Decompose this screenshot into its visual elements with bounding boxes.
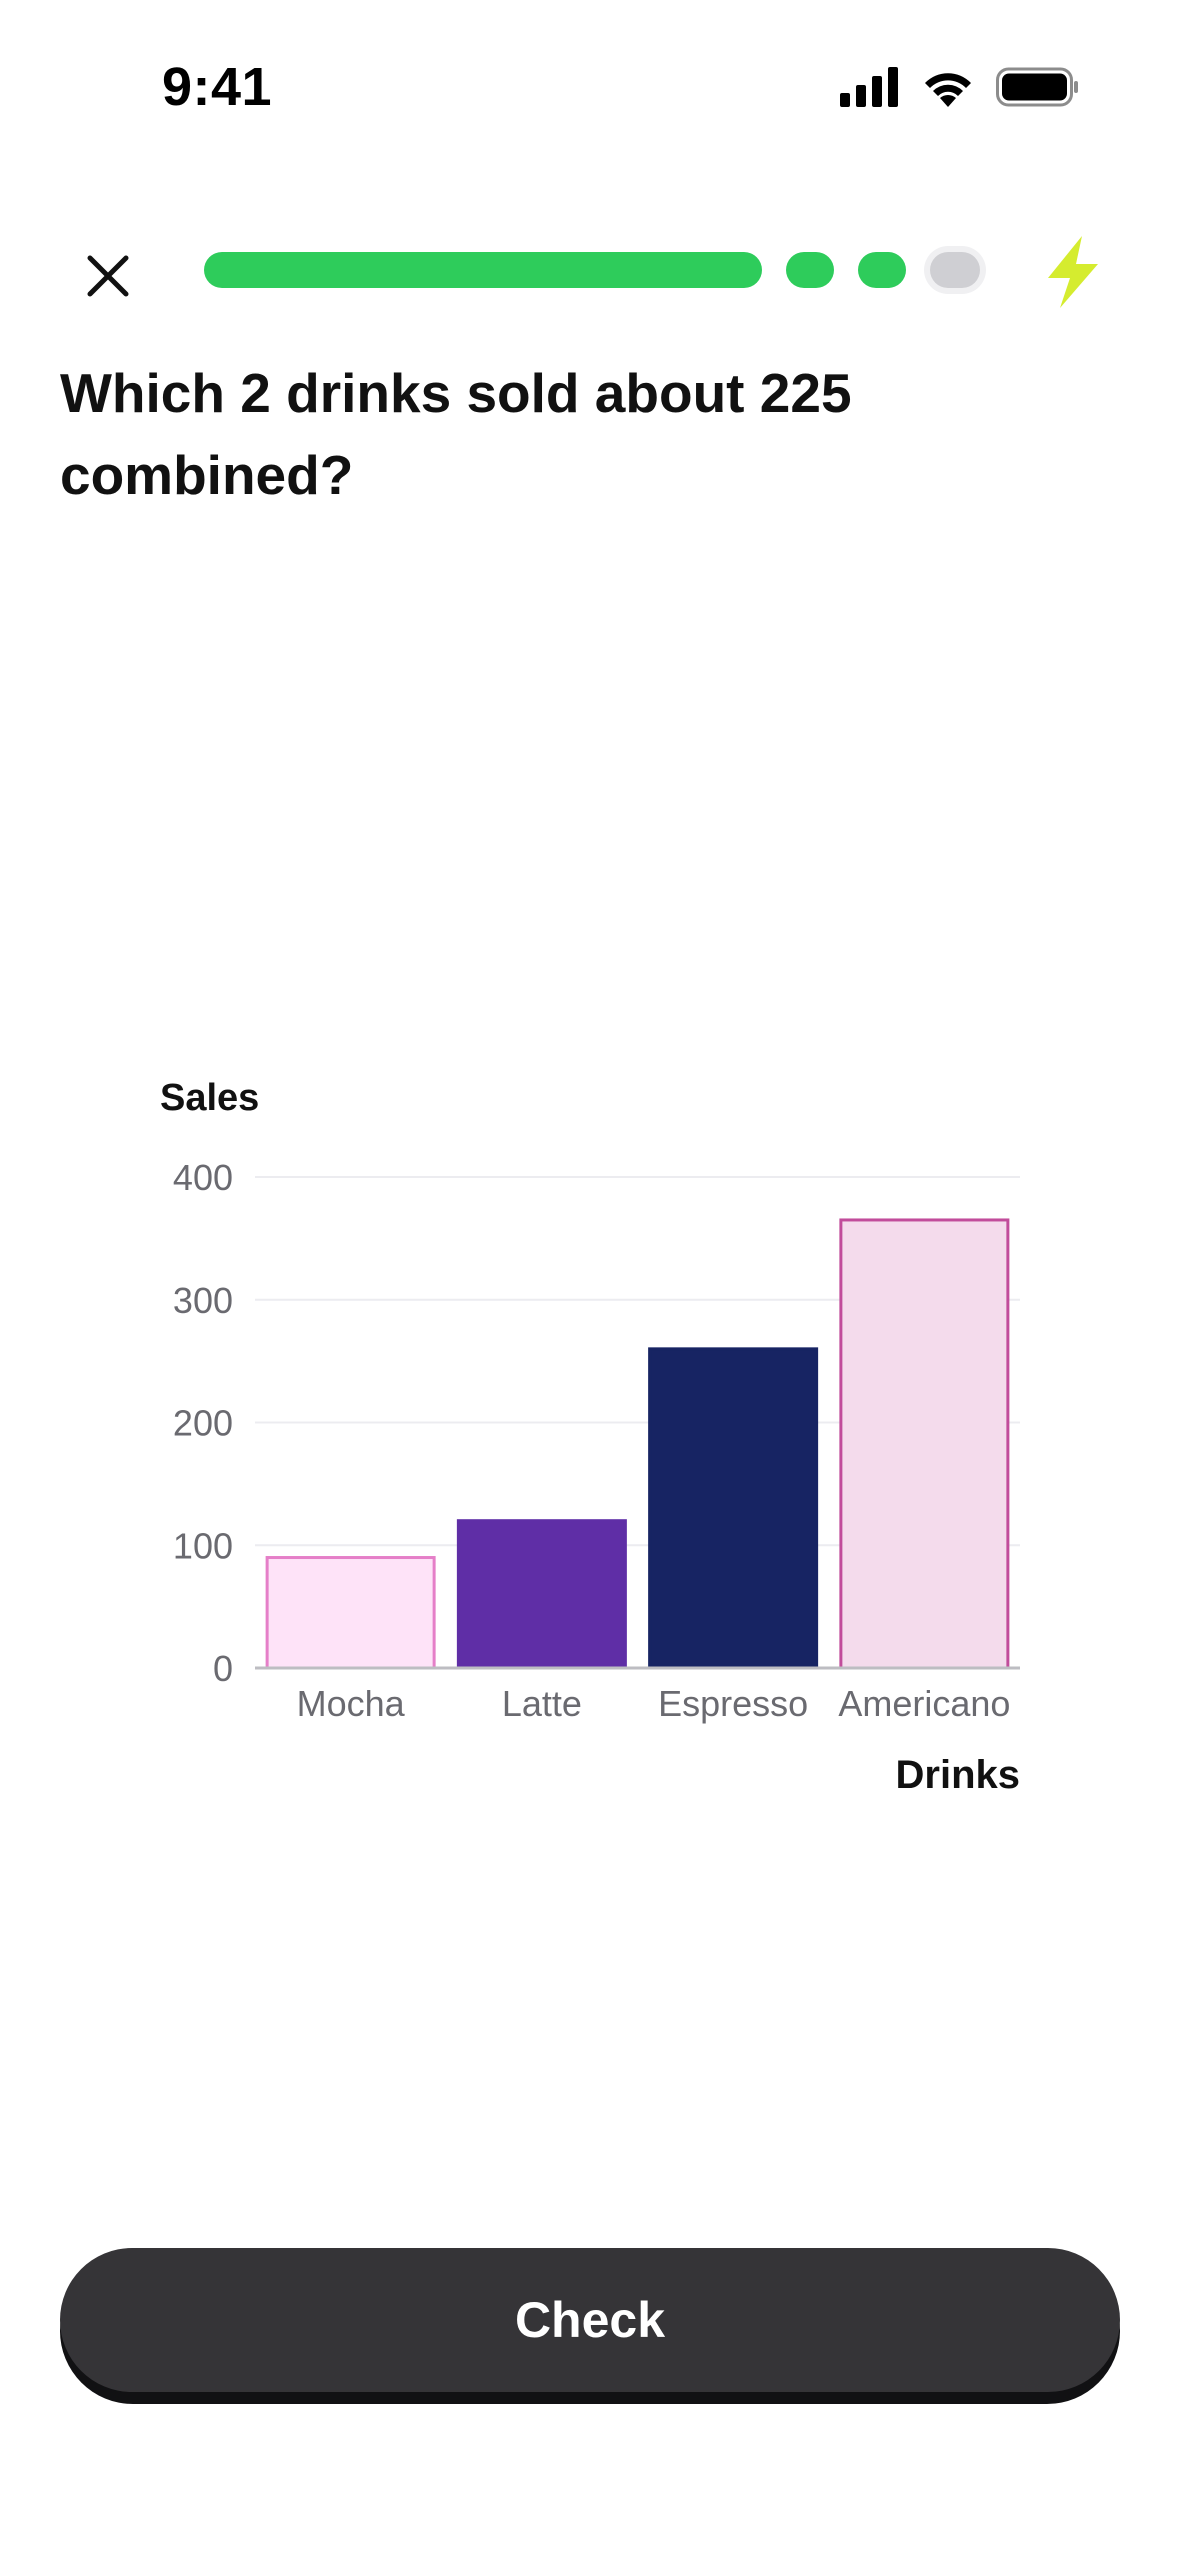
status-bar: 9:41: [0, 0, 1180, 180]
bar-mocha: [265, 1556, 436, 1670]
check-button[interactable]: Check: [60, 2248, 1120, 2392]
lightning-bolt-icon: [1048, 236, 1098, 308]
cellular-signal-icon: [840, 67, 898, 107]
bar-americano: [839, 1218, 1010, 1670]
progress-segment-2: [786, 252, 834, 288]
bar-chart-svg: Sales 0 100 200 300 400 Mocha Latte Espresso Amer…: [160, 1077, 1021, 1797]
wifi-icon: [925, 73, 971, 107]
bar-latte: [456, 1519, 627, 1670]
y-tick-label: 0: [213, 1648, 233, 1689]
bar-espresso: [648, 1347, 819, 1670]
x-tick-label: Americano: [838, 1683, 1010, 1724]
battery-icon: [996, 67, 1078, 107]
y-axis-label: Sales: [160, 1077, 259, 1119]
x-axis-label: Drinks: [896, 1753, 1021, 1797]
x-tick-label: Latte: [502, 1683, 582, 1724]
y-tick-label: 200: [173, 1403, 233, 1444]
close-icon: [87, 255, 129, 297]
y-tick-label: 400: [173, 1157, 233, 1198]
y-tick-label: 100: [173, 1525, 233, 1566]
x-tick-label: Espresso: [658, 1683, 808, 1724]
question-text: Which 2 drinks sold about 225 combined?: [60, 362, 852, 506]
status-icons: [840, 62, 1080, 112]
check-button-wrap: Check: [60, 2248, 1120, 2404]
y-tick-label: 300: [173, 1280, 233, 1321]
progress-segment-3: [858, 252, 906, 288]
progress-segment-4: [930, 252, 980, 288]
lesson-progress-bar: [204, 250, 984, 290]
x-tick-label: Mocha: [297, 1683, 406, 1724]
bar-chart: Sales 0 100 200 300 400 Mocha Latte Espresso Amer…: [140, 1070, 1060, 1830]
close-button[interactable]: [72, 240, 144, 312]
status-time: 9:41: [162, 57, 273, 117]
progress-segment-1: [204, 252, 762, 288]
lesson-top-bar: [0, 220, 1180, 320]
